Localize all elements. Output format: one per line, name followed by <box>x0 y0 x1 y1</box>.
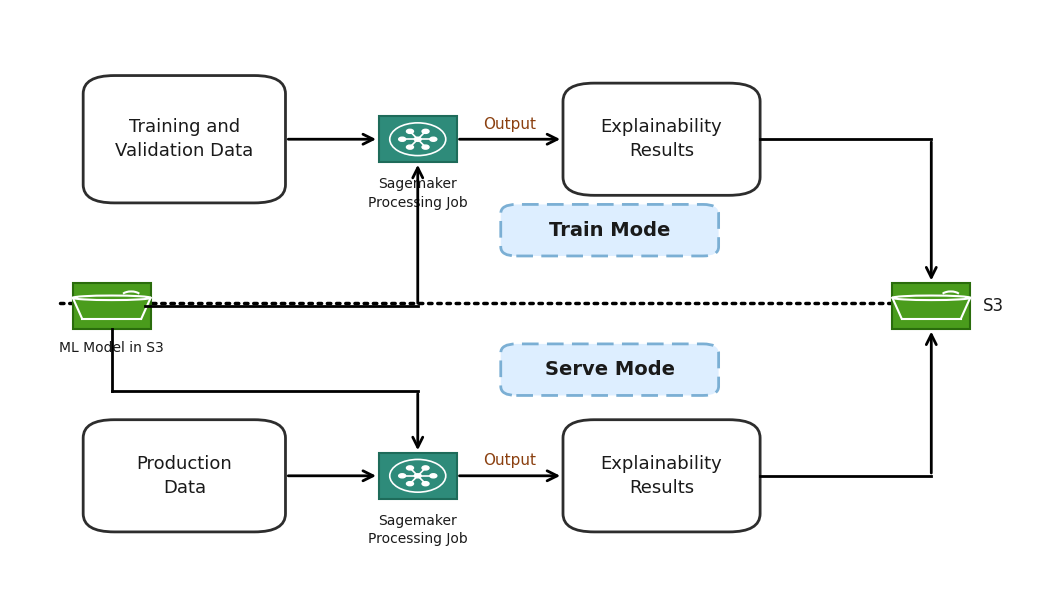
Text: Explainability
Results: Explainability Results <box>601 119 723 160</box>
Text: Output: Output <box>483 116 536 132</box>
Text: Output: Output <box>483 453 536 468</box>
Circle shape <box>422 466 429 470</box>
Circle shape <box>430 474 437 478</box>
Text: Production
Data: Production Data <box>137 455 233 496</box>
Circle shape <box>407 129 413 133</box>
Text: Train Mode: Train Mode <box>549 221 671 240</box>
Circle shape <box>407 145 413 149</box>
Text: ML Model in S3: ML Model in S3 <box>59 341 164 355</box>
Text: Sagemaker
Processing Job: Sagemaker Processing Job <box>368 513 467 546</box>
Text: Serve Mode: Serve Mode <box>544 360 675 379</box>
Circle shape <box>430 137 437 141</box>
Text: Explainability
Results: Explainability Results <box>601 455 723 496</box>
Text: Sagemaker
Processing Job: Sagemaker Processing Job <box>368 177 467 209</box>
Circle shape <box>398 474 406 478</box>
Circle shape <box>414 137 421 141</box>
FancyBboxPatch shape <box>379 453 457 499</box>
Circle shape <box>398 137 406 141</box>
Text: S3: S3 <box>983 297 1003 315</box>
Circle shape <box>422 129 429 133</box>
FancyBboxPatch shape <box>501 344 719 395</box>
Circle shape <box>407 466 413 470</box>
FancyBboxPatch shape <box>563 83 760 195</box>
FancyBboxPatch shape <box>379 116 457 162</box>
FancyBboxPatch shape <box>501 204 719 256</box>
Circle shape <box>422 482 429 486</box>
FancyBboxPatch shape <box>893 283 970 329</box>
Circle shape <box>407 482 413 486</box>
Circle shape <box>414 474 421 478</box>
FancyBboxPatch shape <box>83 420 286 532</box>
Text: Training and
Validation Data: Training and Validation Data <box>115 119 253 160</box>
FancyBboxPatch shape <box>83 75 286 203</box>
FancyBboxPatch shape <box>563 420 760 532</box>
Circle shape <box>422 145 429 149</box>
FancyBboxPatch shape <box>73 283 150 329</box>
